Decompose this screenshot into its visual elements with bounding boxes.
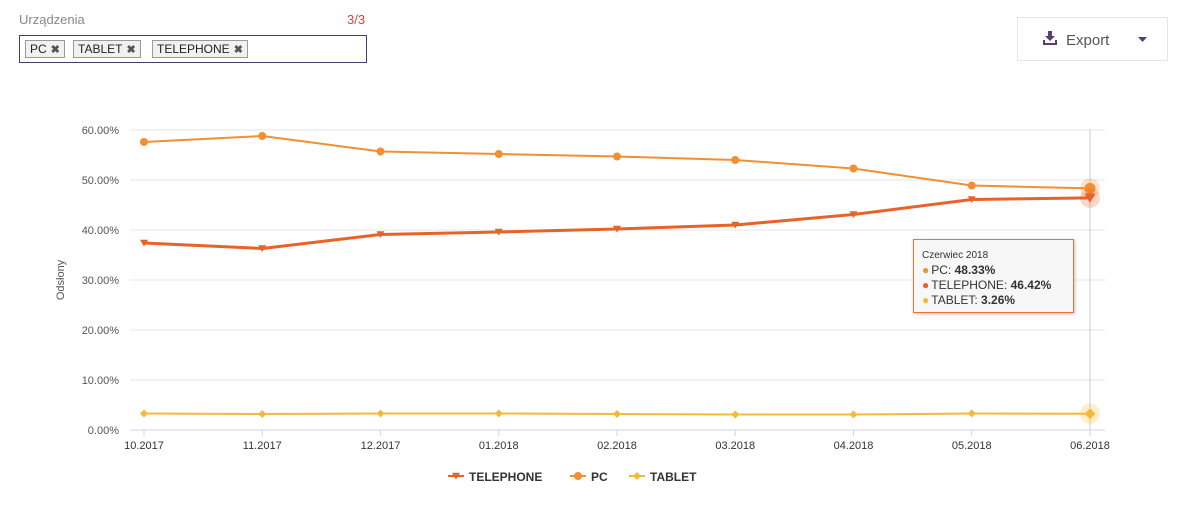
series-dot-icon: ● (922, 278, 930, 292)
data-point (613, 410, 621, 418)
data-point (731, 156, 740, 164)
y-tick-label: 30.00% (82, 275, 120, 287)
download-icon (1043, 31, 1057, 45)
x-tick-label: 02.2018 (597, 440, 637, 452)
tag-tablet: TABLET ✖ (73, 40, 141, 58)
export-button[interactable]: Export (1017, 17, 1168, 61)
chevron-down-icon (1138, 37, 1147, 42)
data-point (613, 152, 621, 161)
export-label: Export (1066, 32, 1110, 49)
data-point (1084, 182, 1096, 194)
legend-label: TELEPHONE (469, 470, 542, 484)
y-tick-label: 10.00% (82, 375, 120, 387)
y-axis-title: Odsłony (55, 259, 67, 300)
x-tick-label: 06.2018 (1070, 440, 1110, 452)
y-tick-label: 20.00% (82, 325, 120, 337)
filter-label: Urządzenia (19, 12, 85, 27)
tooltip-series-name: TELEPHONE (931, 278, 1004, 292)
data-point (1084, 408, 1096, 420)
data-point (140, 138, 148, 146)
x-tick-label: 12.2017 (361, 440, 401, 452)
tag-label: TABLET (78, 42, 123, 56)
series-pc (140, 132, 1100, 199)
series-dot-icon: ● (922, 263, 930, 277)
data-point (849, 410, 858, 419)
data-point (494, 150, 503, 158)
x-tick-label: 05.2018 (952, 440, 992, 452)
x-tick-label: 01.2018 (479, 440, 519, 452)
series-telephone (140, 187, 1100, 253)
tooltip-title: Czerwiec 2018 (922, 250, 989, 261)
legend-item-telephone[interactable]: TELEPHONE (448, 470, 542, 484)
tag-label: PC (30, 42, 47, 56)
legend-item-pc[interactable]: PC (570, 470, 608, 484)
legend-marker (574, 472, 582, 480)
data-point (967, 196, 976, 204)
device-tag-input[interactable]: PC ✖ TABLET ✖ TELEPHONE ✖ (19, 35, 367, 63)
chart-tooltip: Czerwiec 2018 ● PC: 48.33% ● TELEPHONE: 46… (913, 239, 1074, 313)
tooltip-series-value: 46.42% (1010, 278, 1052, 292)
tooltip-series-value: 3.26% (981, 293, 1016, 307)
data-point (731, 221, 740, 229)
series-dot-icon: ● (922, 293, 930, 307)
tooltip-series-value: 48.33% (954, 263, 996, 277)
data-point (258, 245, 267, 253)
y-tick-label: 50.00% (82, 175, 120, 187)
data-point (1084, 193, 1096, 203)
x-tick-label: 11.2017 (243, 440, 282, 452)
tooltip-row-tablet: ● TABLET: 3.26% (922, 293, 1016, 307)
data-point (494, 409, 503, 418)
tooltip-row-pc: ● PC: 48.33% (922, 263, 996, 277)
data-point (731, 410, 740, 419)
x-tick-label: 04.2018 (834, 440, 874, 452)
series-tablet (140, 403, 1100, 424)
tooltip-row-telephone: ● TELEPHONE: 46.42% (922, 278, 1052, 292)
remove-tag-icon[interactable]: ✖ (126, 44, 136, 56)
data-point (258, 410, 267, 418)
data-point (140, 239, 148, 247)
tooltip-series-name: PC (931, 263, 948, 277)
legend-marker (452, 472, 460, 480)
tag-telephone: TELEPHONE ✖ (152, 40, 248, 58)
y-tick-label: 0.00% (88, 425, 119, 437)
filter-count: 3/3 (347, 12, 366, 27)
data-point (376, 409, 385, 418)
tag-label: TELEPHONE (157, 42, 230, 56)
remove-tag-icon[interactable]: ✖ (233, 44, 243, 56)
remove-tag-icon[interactable]: ✖ (50, 44, 60, 56)
data-point (967, 181, 976, 190)
x-tick-label: 03.2018 (715, 440, 755, 452)
data-point (613, 225, 621, 233)
data-point (258, 132, 267, 140)
y-tick-label: 60.00% (82, 125, 120, 137)
data-point (494, 228, 503, 236)
x-tick-label: 10.2017 (124, 440, 164, 452)
legend-item-tablet[interactable]: TABLET (629, 470, 697, 484)
data-point (849, 164, 858, 173)
data-point (849, 211, 858, 219)
legend-marker (633, 472, 641, 480)
legend-label: PC (591, 470, 608, 484)
data-point (140, 409, 148, 418)
data-point (376, 231, 385, 239)
data-point (376, 147, 385, 156)
y-tick-label: 40.00% (82, 225, 120, 237)
data-point (967, 409, 976, 418)
tooltip-series-name: TABLET (931, 293, 975, 307)
legend-label: TABLET (650, 470, 697, 484)
tag-pc: PC ✖ (25, 40, 65, 58)
